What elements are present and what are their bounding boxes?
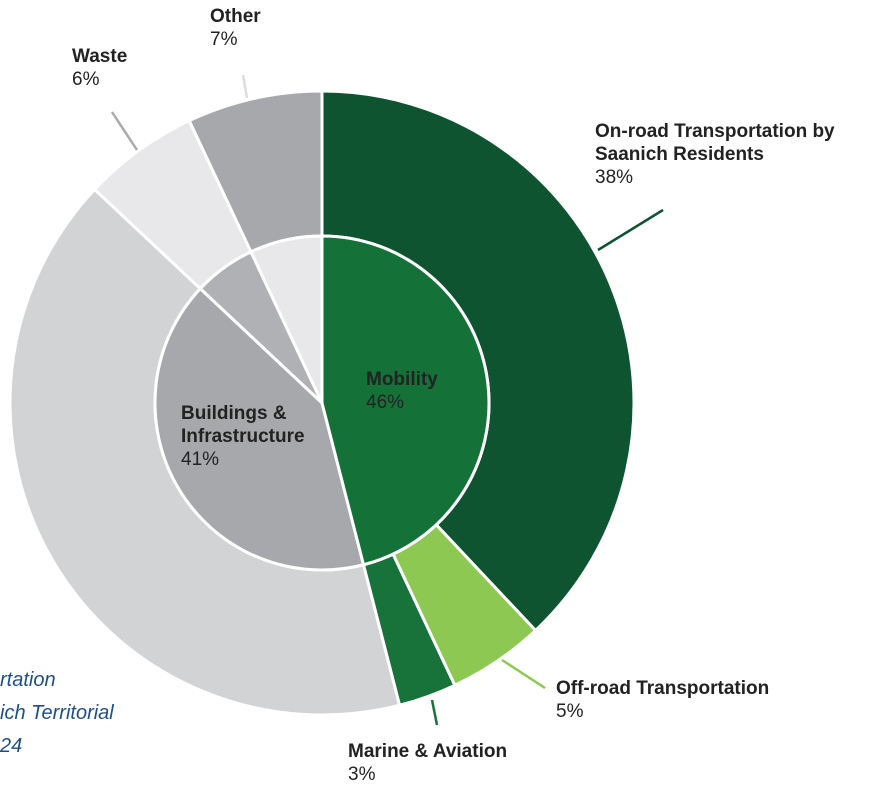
category-label: Mobility (366, 369, 438, 390)
segment-label: Off-road Transportation 5% (556, 677, 769, 723)
value-label: 7% (210, 29, 238, 50)
category-label: Buildings & Infrastructure (181, 403, 305, 447)
inner-segment (153, 286, 366, 572)
annotation: rtation (0, 669, 56, 691)
leader-line (597, 208, 664, 252)
category-label: Marine & Aviation (348, 741, 508, 762)
value-label: 3% (348, 764, 376, 785)
value-label: 41% (181, 449, 220, 470)
segment-label: Waste 6% (72, 45, 127, 91)
category-label: On-road Transportation by Saanich Reside… (595, 121, 835, 165)
value-label: 5% (556, 701, 584, 722)
leader-line (110, 111, 139, 151)
value-label: 46% (366, 392, 405, 413)
category-label: Off-road Transportation (556, 678, 770, 699)
segment-label: Marine & Aviation 3% (348, 740, 507, 786)
segment-label: Other 7% (210, 5, 261, 51)
value-label: 6% (72, 69, 100, 90)
leader-line (501, 658, 546, 690)
category-label: Waste (72, 46, 128, 67)
leader-line (241, 74, 249, 99)
segment-label: Mobility 46% (366, 368, 438, 414)
annotation: ich Territorial (0, 702, 114, 724)
leader-lines (110, 74, 664, 726)
annotation: 24 (0, 735, 23, 757)
segment-label: On-road Transportation by Saanich Reside… (595, 120, 867, 189)
category-label: Other (210, 6, 261, 27)
inner-segment (320, 234, 491, 567)
value-label: 38% (595, 167, 634, 188)
segment-label: Buildings & Infrastructure 41% (181, 402, 331, 471)
leader-line (430, 699, 439, 726)
